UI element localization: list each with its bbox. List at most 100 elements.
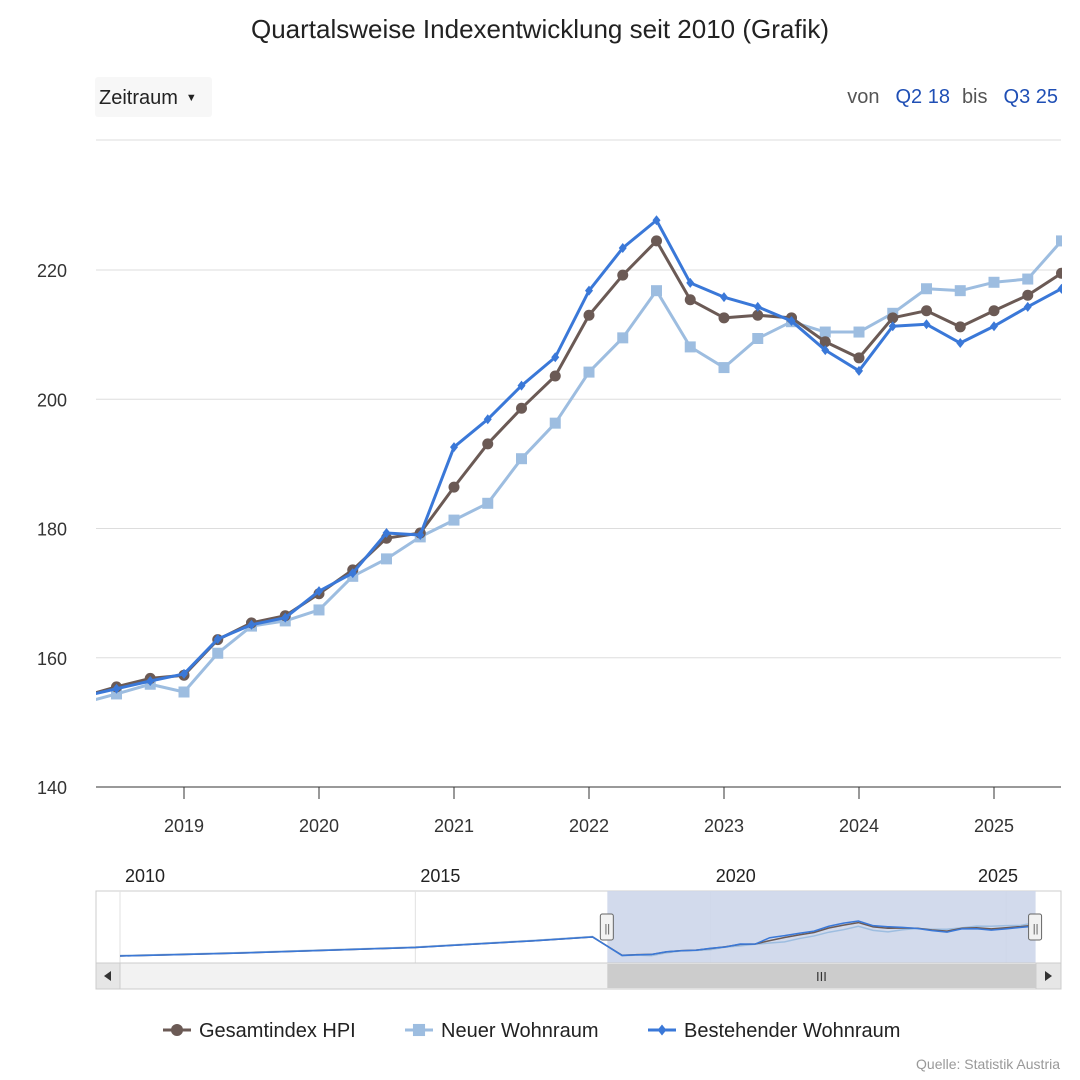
data-point: [787, 316, 796, 327]
data-point: [551, 352, 560, 363]
data-point: [448, 481, 460, 493]
legend-marker-icon: [170, 1023, 184, 1037]
data-point: [212, 647, 224, 659]
legend-item[interactable]: Bestehender Wohnraum: [648, 1020, 900, 1042]
data-point: [651, 235, 662, 247]
data-point: [990, 321, 998, 332]
data-point: [348, 568, 357, 579]
series-line-1: [96, 239, 1062, 701]
legend-item[interactable]: Gesamtindex HPI: [163, 1020, 356, 1042]
data-point: [1022, 289, 1034, 301]
data-point: [549, 370, 561, 382]
x-tick-label: 2022: [569, 816, 609, 836]
data-point: [146, 676, 155, 687]
data-point: [178, 686, 190, 698]
legend-marker-icon: [412, 1023, 426, 1037]
data-point: [483, 414, 492, 425]
data-point: [921, 283, 932, 295]
period-dropdown-label: Zeitraum: [99, 87, 178, 109]
data-point: [988, 276, 1000, 288]
data-point: [921, 305, 932, 317]
data-point: [583, 366, 595, 378]
scrollbar-thumb[interactable]: [607, 964, 1036, 988]
data-point: [516, 453, 527, 465]
data-point: [752, 309, 764, 321]
data-point: [752, 333, 764, 345]
data-point: [416, 529, 425, 540]
y-tick-label: 140: [37, 778, 67, 798]
data-point: [887, 312, 899, 324]
data-point: [720, 292, 728, 303]
x-tick-label: 2025: [974, 816, 1014, 836]
navigator-tick-label: 2015: [420, 866, 460, 886]
data-point: [888, 321, 897, 332]
data-point: [753, 301, 762, 312]
data-point: [482, 438, 494, 450]
scroll-left-button[interactable]: [95, 962, 121, 990]
data-point: [450, 442, 458, 453]
caret-down-icon: ▼: [185, 92, 197, 104]
data-point: [583, 309, 595, 321]
data-point: [684, 341, 696, 353]
data-point: [1057, 283, 1062, 294]
data-point: [180, 668, 188, 679]
period-dropdown[interactable]: Zeitraum ▼: [95, 77, 212, 117]
data-point: [1056, 235, 1062, 247]
to-input[interactable]: Q3 25: [1003, 86, 1058, 108]
data-point: [617, 332, 629, 344]
data-point: [684, 294, 696, 306]
data-point: [549, 417, 561, 429]
legend-label: Gesamtindex HPI: [199, 1020, 356, 1042]
handle-grip-icon: ||: [604, 923, 610, 935]
from-input[interactable]: Q2 18: [895, 86, 950, 108]
data-point: [956, 338, 965, 349]
data-point: [618, 243, 627, 254]
data-point: [382, 528, 391, 539]
data-point: [247, 619, 256, 630]
from-label: von: [847, 86, 880, 108]
data-point: [1023, 301, 1032, 312]
data-point: [315, 586, 323, 597]
data-point: [213, 634, 222, 645]
data-point: [819, 336, 831, 348]
data-point: [853, 352, 865, 364]
data-point: [821, 345, 830, 356]
x-tick-label: 2021: [434, 816, 474, 836]
legend-item[interactable]: Neuer Wohnraum: [405, 1020, 598, 1042]
data-point: [517, 380, 526, 391]
x-tick-label: 2019: [164, 816, 204, 836]
x-tick-label: 2023: [704, 816, 744, 836]
legend-label: Neuer Wohnraum: [441, 1020, 598, 1042]
data-point: [819, 326, 831, 338]
scrollbar-grip-icon: III: [816, 969, 827, 984]
arrow-right-icon: [1045, 971, 1052, 981]
data-point: [381, 553, 392, 565]
data-point: [516, 402, 527, 414]
data-point: [922, 319, 931, 330]
x-tick-label: 2020: [299, 816, 339, 836]
data-point: [482, 497, 494, 509]
data-point: [111, 688, 122, 700]
navigator-handle-left[interactable]: [599, 913, 614, 941]
data-point: [718, 362, 730, 374]
data-point: [651, 285, 662, 297]
data-point: [853, 326, 865, 338]
navigator-tick-label: 2020: [716, 866, 756, 886]
data-point: [652, 215, 661, 226]
navigator-tick-label: 2025: [978, 866, 1018, 886]
data-point: [1022, 273, 1034, 285]
series-line-2: [96, 218, 1062, 696]
series-line-0: [96, 239, 1062, 695]
navigator-lines: [119, 920, 1036, 957]
to-label: bis: [961, 86, 988, 108]
data-point: [686, 277, 695, 288]
source-note: Quelle: Statistik Austria: [916, 1056, 1060, 1072]
legend-label: Bestehender Wohnraum: [684, 1020, 900, 1042]
data-point: [313, 604, 325, 616]
data-point: [281, 612, 290, 623]
navigator-handle-right[interactable]: [1028, 913, 1043, 941]
data-point: [1056, 267, 1062, 279]
x-tick-label: 2024: [839, 816, 879, 836]
